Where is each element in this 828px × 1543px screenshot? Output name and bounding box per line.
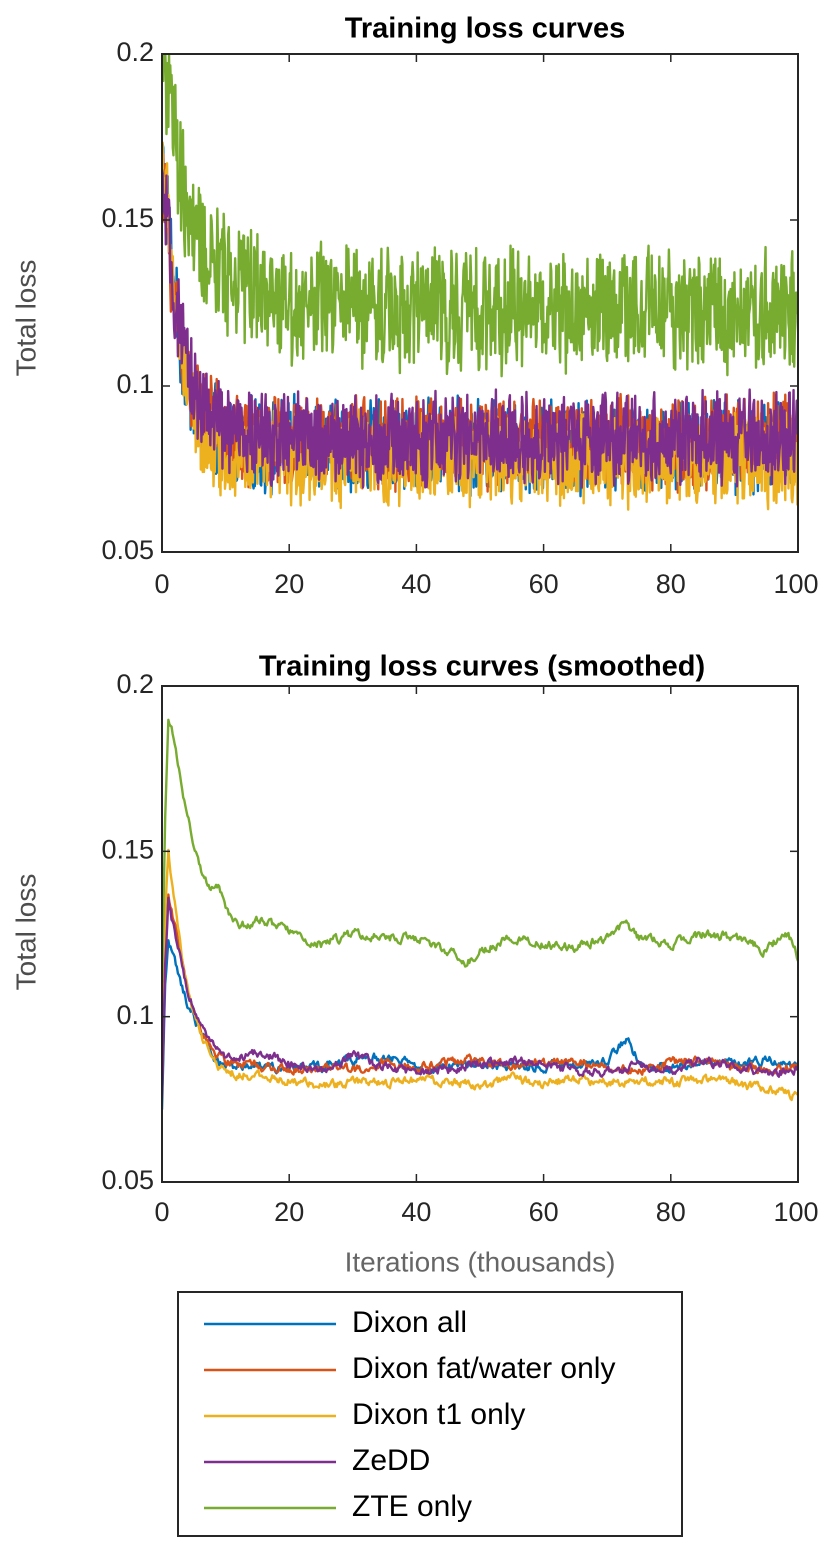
x-axis-label: Iterations (thousands) — [345, 1246, 616, 1277]
x-tick-label: 80 — [656, 569, 686, 599]
legend-box — [177, 1291, 683, 1537]
legend-label: Dixon all — [352, 1306, 467, 1339]
x-tick-label: 40 — [401, 1197, 431, 1227]
x-tick-label: 0 — [154, 1197, 169, 1227]
series-group — [162, 718, 798, 1110]
y-tick-label: 0.05 — [101, 1165, 154, 1195]
x-tick-label: 0 — [154, 569, 169, 599]
x-tick-label: 100 — [773, 1197, 818, 1227]
legend-label: Dixon fat/water only — [352, 1352, 615, 1385]
x-tick-label: 40 — [401, 569, 431, 599]
chart-smoothed: Training loss curves (smoothed) 0 20 40 60 80… — [10, 651, 818, 1278]
series-line-zedd — [162, 896, 798, 1099]
legend: Dixon all Dixon fat/water only Dixon t1 on… — [177, 1291, 683, 1537]
series-line-dixon-t1-only — [162, 848, 798, 1102]
y-tick-label: 0.1 — [116, 1000, 154, 1030]
x-tick-label: 60 — [529, 569, 559, 599]
y-tick-label: 0.15 — [101, 834, 154, 864]
x-tick-label: 60 — [529, 1197, 559, 1227]
axes-frame — [161, 53, 799, 553]
y-tick-label: 0.15 — [101, 203, 154, 233]
series-group — [162, 54, 798, 511]
y-tick-label: 0.1 — [116, 369, 154, 399]
series-line-dixon-all — [162, 939, 798, 1110]
chart-title: Training loss curves — [345, 13, 625, 45]
x-tick-label: 80 — [656, 1197, 686, 1227]
x-tick-label: 20 — [274, 1197, 304, 1227]
y-tick-label: 0.2 — [116, 37, 154, 67]
legend-label: Dixon t1 only — [352, 1398, 525, 1431]
chart-raw: Training loss curves 0 20 40 60 80 100 0.05 0.1 0… — [10, 13, 818, 599]
axes-frame — [161, 685, 799, 1183]
y-axis-label: Total loss — [10, 874, 41, 991]
y-tick-label: 0.2 — [116, 669, 154, 699]
series-line-zte-only — [162, 718, 798, 983]
x-tick-label: 100 — [773, 569, 818, 599]
chart-title: Training loss curves (smoothed) — [259, 651, 705, 683]
series-line-zedd — [162, 169, 798, 489]
legend-label: ZTE only — [352, 1490, 472, 1523]
y-axis-label: Total loss — [10, 260, 41, 377]
series-line-zte-only — [162, 54, 798, 378]
legend-label: ZeDD — [352, 1444, 430, 1477]
y-tick-label: 0.05 — [101, 535, 154, 565]
x-tick-label: 20 — [274, 569, 304, 599]
